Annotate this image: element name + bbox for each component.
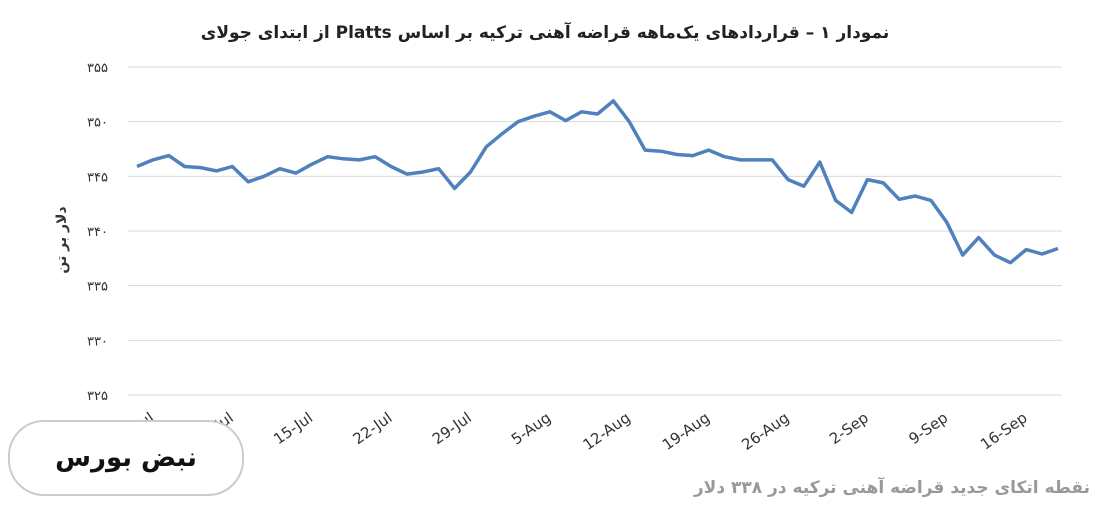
chart-title: نمودار ۱ – قراردادهای یک‌ماهه قراضه آهنی… (201, 21, 890, 43)
y-tick-label: ۳۳۵ (87, 280, 108, 295)
x-tick-label: 16-Sep (977, 409, 1031, 454)
y-tick-label: ۳۴۵ (87, 170, 108, 185)
x-tick-label: 26-Aug (738, 409, 792, 454)
y-tick-label: ۳۵۵ (87, 61, 108, 76)
x-tick-label: 22-Jul (350, 409, 396, 449)
caption: نقطه اتکای جدید قراضه آهنی ترکیه در ۳۳۸ … (693, 478, 1090, 498)
logo-text: نبض بورس (55, 443, 197, 473)
y-tick-label: ۳۲۵ (87, 389, 108, 404)
x-tick-label: 9-Sep (906, 409, 952, 449)
logo: نبض بورس (8, 420, 244, 496)
line (136, 99, 1059, 265)
y-tick-label: ۳۵۰ (87, 116, 108, 131)
x-tick-label: 19-Aug (659, 409, 713, 454)
x-tick-label: 2-Sep (826, 409, 872, 449)
x-tick-label: 5-Aug (508, 409, 554, 449)
y-axis-label: دلار بر تن (54, 206, 70, 273)
x-tick-label: 12-Aug (580, 409, 634, 454)
x-tick-label: 29-Jul (429, 409, 475, 449)
y-tick-label: ۳۳۰ (87, 334, 108, 349)
x-tick-label: 15-Jul (270, 409, 316, 449)
y-tick-label: ۳۴۰ (87, 225, 108, 240)
